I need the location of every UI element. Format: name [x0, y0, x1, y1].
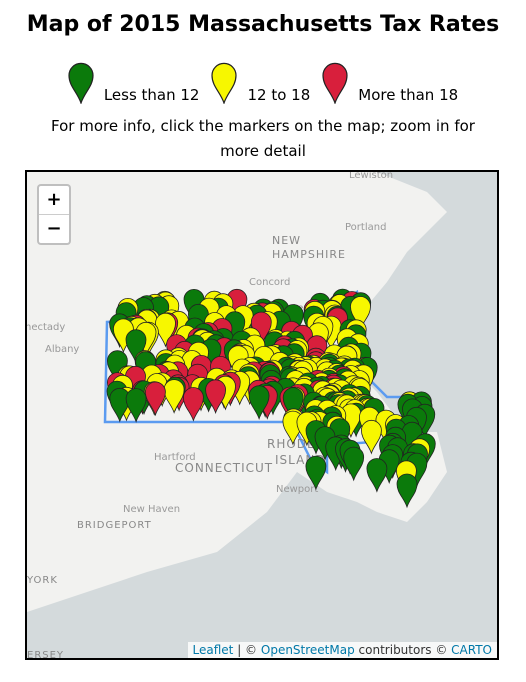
zoom-out[interactable]: −: [39, 214, 69, 243]
legend-label: 12 to 18: [247, 86, 311, 104]
tax-marker[interactable]: [205, 379, 227, 415]
map-label: YORK: [27, 575, 58, 586]
legend-marker: [211, 62, 238, 104]
tax-marker[interactable]: [125, 329, 147, 364]
map-label: Hartford: [154, 452, 196, 463]
map-label: Lewiston: [349, 172, 393, 181]
map-label: Newport: [276, 484, 318, 495]
map-label: RHODE: [267, 437, 316, 451]
map-label: New Haven: [123, 504, 180, 515]
info-text: For more info, click the markers on the …: [51, 117, 475, 160]
map-label: BRIDGEPORT: [77, 520, 152, 531]
legend: Less than 12 12 to 18 More than 18: [0, 62, 526, 104]
legend-pin: [322, 62, 348, 104]
map-label: CONNECTICUT: [175, 461, 273, 475]
legend-marker: [68, 62, 94, 104]
legend-pin: [211, 62, 238, 104]
ocean: [27, 172, 497, 658]
map-label: Portland: [345, 222, 386, 233]
zoom-control: + −: [37, 184, 71, 245]
tax-marker[interactable]: [144, 381, 166, 417]
tax-marker[interactable]: [163, 379, 185, 414]
legend-label: Less than 12: [103, 86, 200, 104]
attribution-sep: | ©: [237, 643, 258, 657]
legend-label: More than 18: [358, 86, 459, 104]
map-label: nectady: [27, 322, 65, 333]
map-label: HAMPSHIRE: [272, 248, 346, 261]
tax-marker[interactable]: [350, 296, 371, 331]
map-label: NEW: [272, 234, 301, 247]
leaflet-link[interactable]: Leaflet: [192, 643, 234, 657]
map-label: Albany: [45, 344, 79, 355]
legend-pin: [68, 62, 94, 104]
osm-link[interactable]: OpenStreetMap: [260, 643, 355, 657]
tax-marker[interactable]: [125, 388, 147, 423]
tax-marker[interactable]: [396, 473, 418, 509]
legend-marker: [322, 62, 348, 104]
legend-item: More than 18: [322, 62, 458, 104]
tax-marker[interactable]: [109, 387, 131, 423]
attribution: Leaflet | © OpenStreetMap contributors ©…: [187, 642, 497, 658]
zoom-in[interactable]: +: [46, 189, 62, 210]
carto-link[interactable]: CARTO: [451, 643, 492, 657]
tax-marker[interactable]: [182, 387, 204, 422]
legend-item: 12 to 18: [211, 62, 310, 104]
map-canvas: LewistonPortlandNEWHAMPSHIREConcordManch…: [27, 172, 497, 658]
tax-marker[interactable]: [360, 419, 382, 455]
tax-marker[interactable]: [305, 455, 327, 491]
tax-marker[interactable]: [366, 458, 388, 493]
title: Map of 2015 Massachusetts Tax Rates: [26, 12, 500, 37]
tax-marker[interactable]: [282, 387, 304, 422]
map-label: Concord: [249, 277, 290, 288]
tax-marker[interactable]: [343, 446, 365, 482]
map[interactable]: LewistonPortlandNEWHAMPSHIREConcordManch…: [25, 170, 499, 660]
legend-item: Less than 12: [68, 62, 200, 104]
map-label: ERSEY: [27, 650, 64, 658]
attribution-contrib: contributors ©: [358, 643, 448, 657]
tax-marker[interactable]: [248, 385, 270, 420]
